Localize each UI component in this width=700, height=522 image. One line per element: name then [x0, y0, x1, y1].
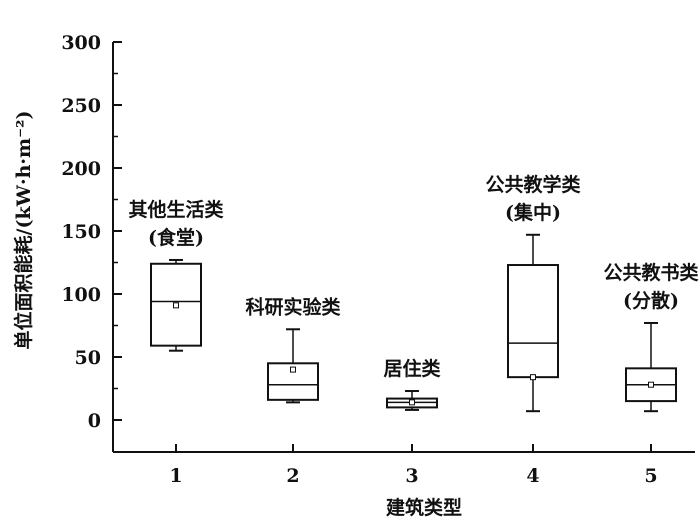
y-tick-label: 200: [61, 158, 101, 180]
x-tick-label: 5: [644, 465, 657, 487]
box-1: [150, 258, 202, 352]
box-5-label-line-2: (分散): [623, 289, 679, 312]
y-tick-label: 250: [61, 95, 101, 117]
y-tick-label: 300: [61, 32, 101, 54]
box-5-label-line-1: 公共教书类: [603, 261, 698, 284]
box-1-label-line-2: (食堂): [148, 226, 204, 249]
mean-marker: [648, 381, 654, 388]
box-3: [386, 390, 438, 411]
x-tick-label: 2: [286, 465, 299, 487]
box-2: [267, 328, 319, 404]
y-axis-title: 单位面积能耗/(kW·h·m⁻²): [12, 111, 35, 350]
axes: [112, 42, 695, 453]
y-tick-label: 50: [75, 347, 101, 369]
x-tick-label: 1: [169, 465, 182, 487]
box-3-label-line-1: 居住类: [383, 357, 440, 380]
box-1-label-line-1: 其他生活类: [128, 198, 223, 221]
box-5: [625, 321, 677, 413]
x-axis-ticks: 1 2 3 4 5: [169, 444, 658, 487]
y-axis-ticks: 0 50 100 150 200 250 300: [61, 32, 122, 432]
y-tick-label: 150: [61, 221, 101, 243]
box-4-label-line-1: 公共教学类: [485, 173, 580, 196]
mean-marker: [409, 399, 415, 406]
box-4-label-line-2: (集中): [505, 201, 561, 224]
x-tick-label: 4: [526, 465, 539, 487]
y-tick-label: 0: [88, 410, 101, 432]
mean-marker: [530, 374, 536, 381]
y-tick-label: 100: [61, 284, 101, 306]
box-2-label-line-1: 科研实验类: [245, 295, 340, 318]
mean-marker: [173, 302, 179, 309]
mean-marker: [290, 366, 296, 373]
box-series: [150, 233, 677, 413]
iqr-box: [507, 264, 559, 379]
x-axis-title: 建筑类型: [386, 496, 462, 519]
box-4: [507, 233, 559, 413]
x-tick-label: 3: [405, 465, 418, 487]
